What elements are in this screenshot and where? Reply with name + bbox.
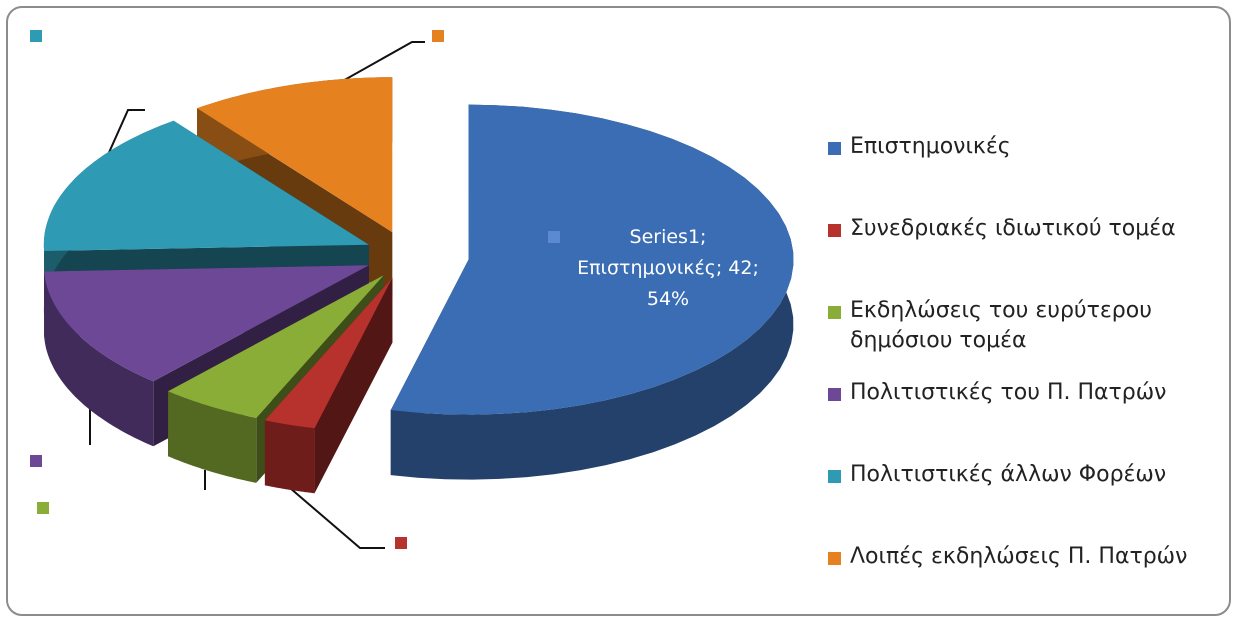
legend-swatch — [828, 224, 841, 237]
legend-label: Επιστημονικές — [850, 134, 1011, 159]
slice-side — [168, 391, 257, 483]
label-marker — [432, 30, 444, 42]
slice-top — [168, 275, 384, 418]
label-marker — [30, 455, 42, 467]
legend-swatch — [828, 552, 841, 565]
legend: Επιστημονικές Συνεδριακές ιδιωτικού τομέα… — [828, 132, 1203, 624]
legend-label: Πολιτιστικές άλλων Φορέων — [850, 462, 1167, 487]
data-label: Series1; — [630, 226, 707, 248]
data-label-marker — [548, 231, 560, 243]
label-marker — [37, 502, 49, 514]
slice-top — [264, 277, 393, 429]
legend-item: Συνεδριακές ιδιωτικού τομέα — [828, 214, 1203, 296]
legend-swatch — [828, 142, 841, 155]
leader — [289, 487, 385, 549]
slice-top — [390, 104, 794, 415]
data-label: 54% — [647, 288, 689, 310]
legend-item: Λοιπές εκδηλώσεις Π. Πατρών — [828, 542, 1203, 624]
legend-label: Συνεδριακές ιδιωτικού τομέα — [850, 216, 1176, 241]
slice-side — [44, 271, 154, 447]
legend-label: Εκδηλώσεις του ευρύτερου δημόσιου τομέα — [850, 298, 1152, 353]
legend-item: Πολιτιστικές άλλων Φορέων — [828, 460, 1203, 542]
legend-label: Πολιτιστικές του Π. Πατρών — [850, 380, 1167, 405]
label-marker — [395, 537, 407, 549]
slice — [390, 104, 794, 480]
slice-side — [264, 420, 315, 494]
legend-swatch — [828, 306, 841, 319]
slice-top — [197, 77, 393, 233]
slice-top — [43, 120, 369, 251]
legend-item: Επιστημονικές — [828, 132, 1203, 214]
slice-top — [44, 265, 369, 382]
legend-label: Λοιπές εκδηλώσεις Π. Πατρών — [850, 544, 1188, 569]
legend-item: Εκδηλώσεις του ευρύτερου δημόσιου τομέα — [828, 296, 1203, 378]
slice — [264, 277, 393, 494]
chart-frame — [6, 6, 1231, 616]
legend-item: Πολιτιστικές του Π. Πατρών — [828, 378, 1203, 460]
legend-swatch — [828, 388, 841, 401]
data-label: Επιστημονικές; 42; — [577, 257, 759, 279]
legend-swatch — [828, 470, 841, 483]
label-marker — [30, 30, 42, 42]
